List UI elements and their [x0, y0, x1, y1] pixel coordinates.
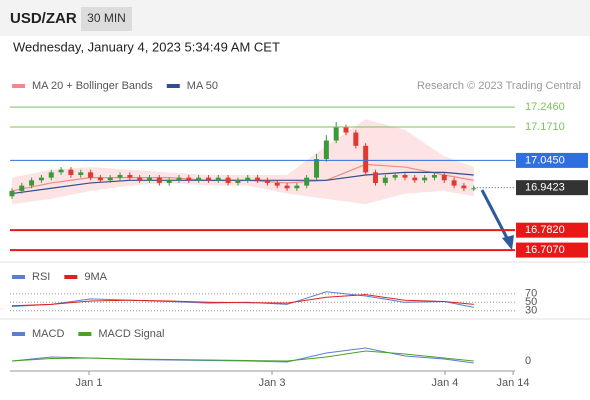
x-tick-label: Jan 4	[431, 377, 458, 389]
candle-body	[382, 177, 388, 183]
y-tick-label: 70	[525, 288, 537, 300]
legend-label: MACD	[32, 328, 64, 340]
level-label: 17.1710	[525, 121, 565, 133]
y-tick-label: 30	[525, 305, 537, 317]
forecast-arrow-head	[502, 235, 514, 250]
candle-body	[304, 177, 310, 186]
legend-swatch	[12, 275, 25, 279]
candle-body	[392, 174, 398, 178]
candle-body	[29, 180, 35, 186]
x-tick-label: Jan 3	[259, 377, 286, 389]
candle-body	[323, 140, 329, 160]
candle-body	[127, 174, 133, 178]
level-label-box	[516, 152, 588, 168]
candle-body	[58, 169, 64, 173]
indicator-line	[11, 294, 474, 307]
candle-body	[402, 174, 408, 178]
timeframe: 30 MIN	[87, 11, 126, 25]
legend-label: RSI	[32, 271, 50, 283]
candle-body	[137, 177, 143, 181]
legend-label: MA 50	[187, 80, 218, 92]
candle-body	[68, 169, 74, 175]
level-label: 16.7820	[525, 224, 565, 236]
copyright: Research © 2023 Trading Central	[417, 80, 581, 92]
candle-body	[294, 185, 300, 189]
level-label: 17.0450	[525, 154, 565, 166]
candle-body	[333, 127, 339, 141]
candle-body	[343, 127, 349, 133]
candle-body	[431, 174, 437, 178]
level-label-box	[516, 242, 588, 258]
level-label: 17.2460	[525, 101, 565, 113]
legend-label: MACD Signal	[98, 328, 164, 340]
candle-body	[19, 185, 25, 191]
x-tick-label: Jan 1	[76, 377, 103, 389]
y-tick-label: 50	[525, 296, 537, 308]
candle-body	[372, 172, 378, 183]
legend-swatch	[12, 84, 25, 88]
candle-body	[156, 177, 162, 183]
candle-body	[176, 177, 182, 181]
indicator-line	[11, 291, 474, 308]
legend-swatch	[64, 275, 78, 279]
candle-body	[205, 177, 211, 181]
candle-body	[186, 177, 192, 181]
candle-body	[166, 180, 172, 183]
candle-body	[38, 177, 44, 181]
candle-body	[196, 177, 202, 181]
candle-body	[255, 177, 261, 181]
candle-body	[422, 177, 428, 181]
level-label: 16.7070	[525, 244, 565, 256]
legend-swatch	[12, 332, 25, 336]
legend-swatch	[166, 84, 180, 88]
candle-body	[88, 172, 94, 178]
candle-body	[314, 159, 320, 178]
indicator-line	[11, 350, 474, 362]
candle-body	[215, 177, 221, 181]
level-label-box	[516, 222, 588, 238]
timeframe-box	[81, 7, 132, 31]
legend-label: MA 20 + Bollinger Bands	[32, 80, 153, 92]
candle-body	[353, 132, 359, 146]
candle-body	[363, 145, 369, 173]
forecast-arrow	[480, 189, 510, 241]
candle-body	[441, 174, 447, 181]
candle-body	[264, 180, 270, 183]
candle-body	[225, 177, 231, 183]
legend-swatch	[78, 332, 92, 336]
candle-body	[461, 185, 467, 189]
candle-body	[147, 177, 153, 181]
candle-body	[117, 174, 123, 178]
datetime: Wednesday, January 4, 2023 5:34:49 AM CE…	[13, 39, 280, 54]
candle-body	[245, 177, 251, 181]
candle-body	[48, 172, 54, 178]
candle-body	[471, 188, 477, 190]
candle-body	[284, 185, 290, 189]
candle-body	[451, 180, 457, 186]
candle-body	[97, 177, 103, 181]
legend-label: 9MA	[84, 271, 107, 283]
candle-body	[274, 182, 280, 186]
candle-body	[235, 180, 241, 183]
bollinger-band	[11, 119, 474, 205]
candle-body	[412, 177, 418, 181]
candle-body	[107, 177, 113, 181]
y-tick-label: 0	[525, 355, 531, 367]
symbol: USD/ZAR	[10, 10, 77, 27]
x-tick-label: Jan 14	[497, 377, 530, 389]
level-label: 16.9423	[525, 182, 565, 194]
level-label-box	[516, 180, 588, 196]
candle-body	[9, 190, 15, 197]
candle-body	[78, 172, 84, 175]
